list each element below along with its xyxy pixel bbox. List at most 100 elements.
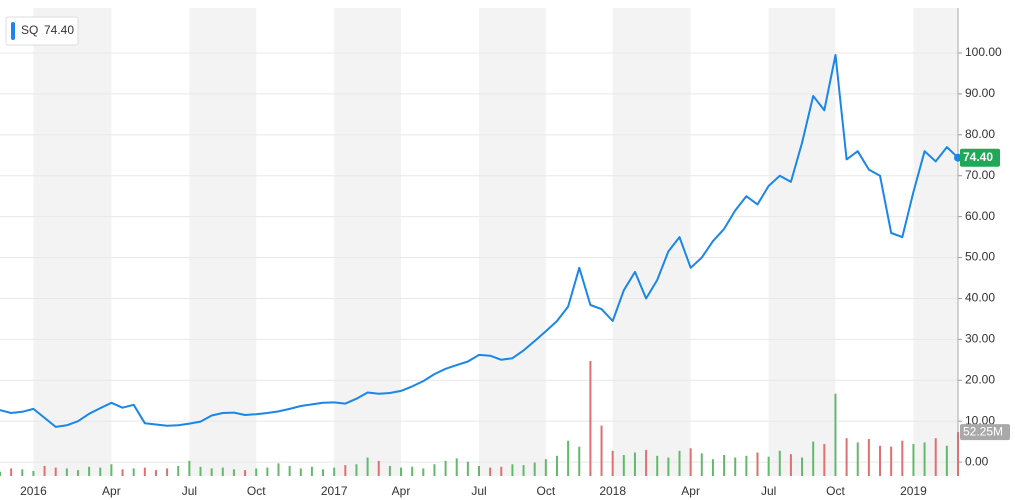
y-tick-label: 50.00 (965, 250, 995, 264)
y-tick-label: 60.00 (965, 209, 995, 223)
quarter-band (768, 8, 836, 476)
volume-bar (355, 464, 358, 476)
volume-bar (778, 450, 781, 476)
volume-bar (611, 450, 614, 476)
volume-bar (734, 457, 737, 476)
legend-box (5, 16, 79, 46)
volume-bar (455, 458, 458, 476)
volume-bar (478, 465, 480, 476)
volume-bar (723, 455, 726, 476)
volume-bar (177, 465, 180, 476)
volume-badge-label: 52.25M (963, 424, 1003, 438)
volume-bar (522, 465, 525, 476)
volume-bar (232, 469, 235, 476)
volume-bar (299, 468, 302, 476)
y-tick-label: 100.00 (965, 45, 1002, 59)
volume-bar (511, 464, 514, 476)
volume-bar (154, 470, 157, 476)
volume-bar (444, 460, 447, 476)
volume-bar (945, 445, 948, 476)
volume-bar (132, 468, 135, 476)
legend-swatch (11, 22, 15, 40)
volume-bar (700, 453, 703, 476)
volume-bar (221, 467, 224, 476)
volume-bar (544, 459, 547, 476)
x-tick-label: Jul (182, 484, 197, 498)
volume-bar (923, 442, 926, 476)
volume-bar (912, 444, 915, 476)
x-tick-label: Apr (392, 484, 411, 498)
x-tick-label: Oct (826, 484, 845, 498)
volume-bar (567, 440, 570, 476)
quarter-band (189, 8, 257, 476)
y-tick-label: 10.00 (965, 413, 995, 427)
volume-bar (767, 456, 770, 476)
volume-bar (823, 444, 826, 476)
volume-bar (322, 469, 325, 476)
volume-bar (411, 466, 414, 476)
volume-bar (422, 468, 425, 476)
volume-bar (689, 448, 692, 476)
volume-bar (344, 465, 347, 476)
volume-bar (533, 462, 536, 476)
volume-bar (856, 442, 859, 476)
volume-bar (244, 470, 247, 476)
volume-bar (266, 467, 269, 476)
volume-bar (88, 466, 91, 476)
y-tick-label: 30.00 (965, 332, 995, 346)
price-line (0, 54, 959, 428)
x-tick-label: Apr (681, 484, 700, 498)
y-tick-label: 20.00 (965, 372, 995, 386)
volume-bar (10, 468, 13, 476)
volume-bar (934, 438, 937, 476)
volume-bar (433, 464, 436, 476)
volume-bar (99, 467, 102, 476)
x-tick-label: Oct (247, 484, 266, 498)
volume-bar (589, 360, 592, 476)
volume-bar (310, 466, 313, 476)
quarter-band (479, 8, 546, 476)
volume-bar (288, 465, 291, 476)
volume-bar (711, 459, 714, 476)
volume-bar (867, 439, 870, 476)
volume-bar (678, 450, 681, 476)
volume-bar (188, 460, 191, 476)
y-tick-label: 70.00 (965, 168, 995, 182)
volume-bar (845, 438, 848, 476)
volume-bar (801, 457, 804, 476)
volume-bar (65, 468, 68, 476)
background-layer (0, 8, 962, 476)
volume-bar (54, 467, 57, 476)
volume-bar (489, 467, 492, 476)
x-tick-label: Jul (471, 484, 486, 498)
last-price-label: 74.40 (963, 150, 993, 164)
y-tick-label: 0.00 (965, 454, 989, 468)
y-tick-label: 40.00 (965, 291, 995, 305)
volume-bar (578, 446, 581, 476)
volume-bar (901, 440, 904, 476)
volume-bar (43, 465, 46, 476)
legend-symbol: SQ (21, 23, 38, 37)
x-tick-label: 2018 (599, 484, 626, 498)
volume-badge (960, 424, 1010, 441)
x-tick-label: 2017 (321, 484, 348, 498)
y-tick-label: 90.00 (965, 86, 995, 100)
volume-bar (388, 465, 391, 476)
last-price-badge (960, 148, 1000, 167)
x-tick-label: Oct (537, 484, 556, 498)
overlay-layer: SQ 74.40 0.00 10.00 20.00 30.00 40.00 50.00 60… (5, 16, 1010, 498)
volume-bar (500, 466, 503, 476)
x-tick-label: Jul (761, 484, 776, 498)
volume-bar (255, 468, 258, 476)
volume-bar (333, 467, 336, 476)
volume-bar (210, 468, 213, 476)
volume-bar (143, 467, 146, 476)
volume-bar (199, 466, 202, 476)
volume-bar (667, 457, 670, 476)
x-tick-label: Apr (102, 484, 121, 498)
volume-bar (400, 467, 403, 476)
x-tick-label: 2016 (20, 484, 47, 498)
quarter-band (33, 8, 112, 476)
